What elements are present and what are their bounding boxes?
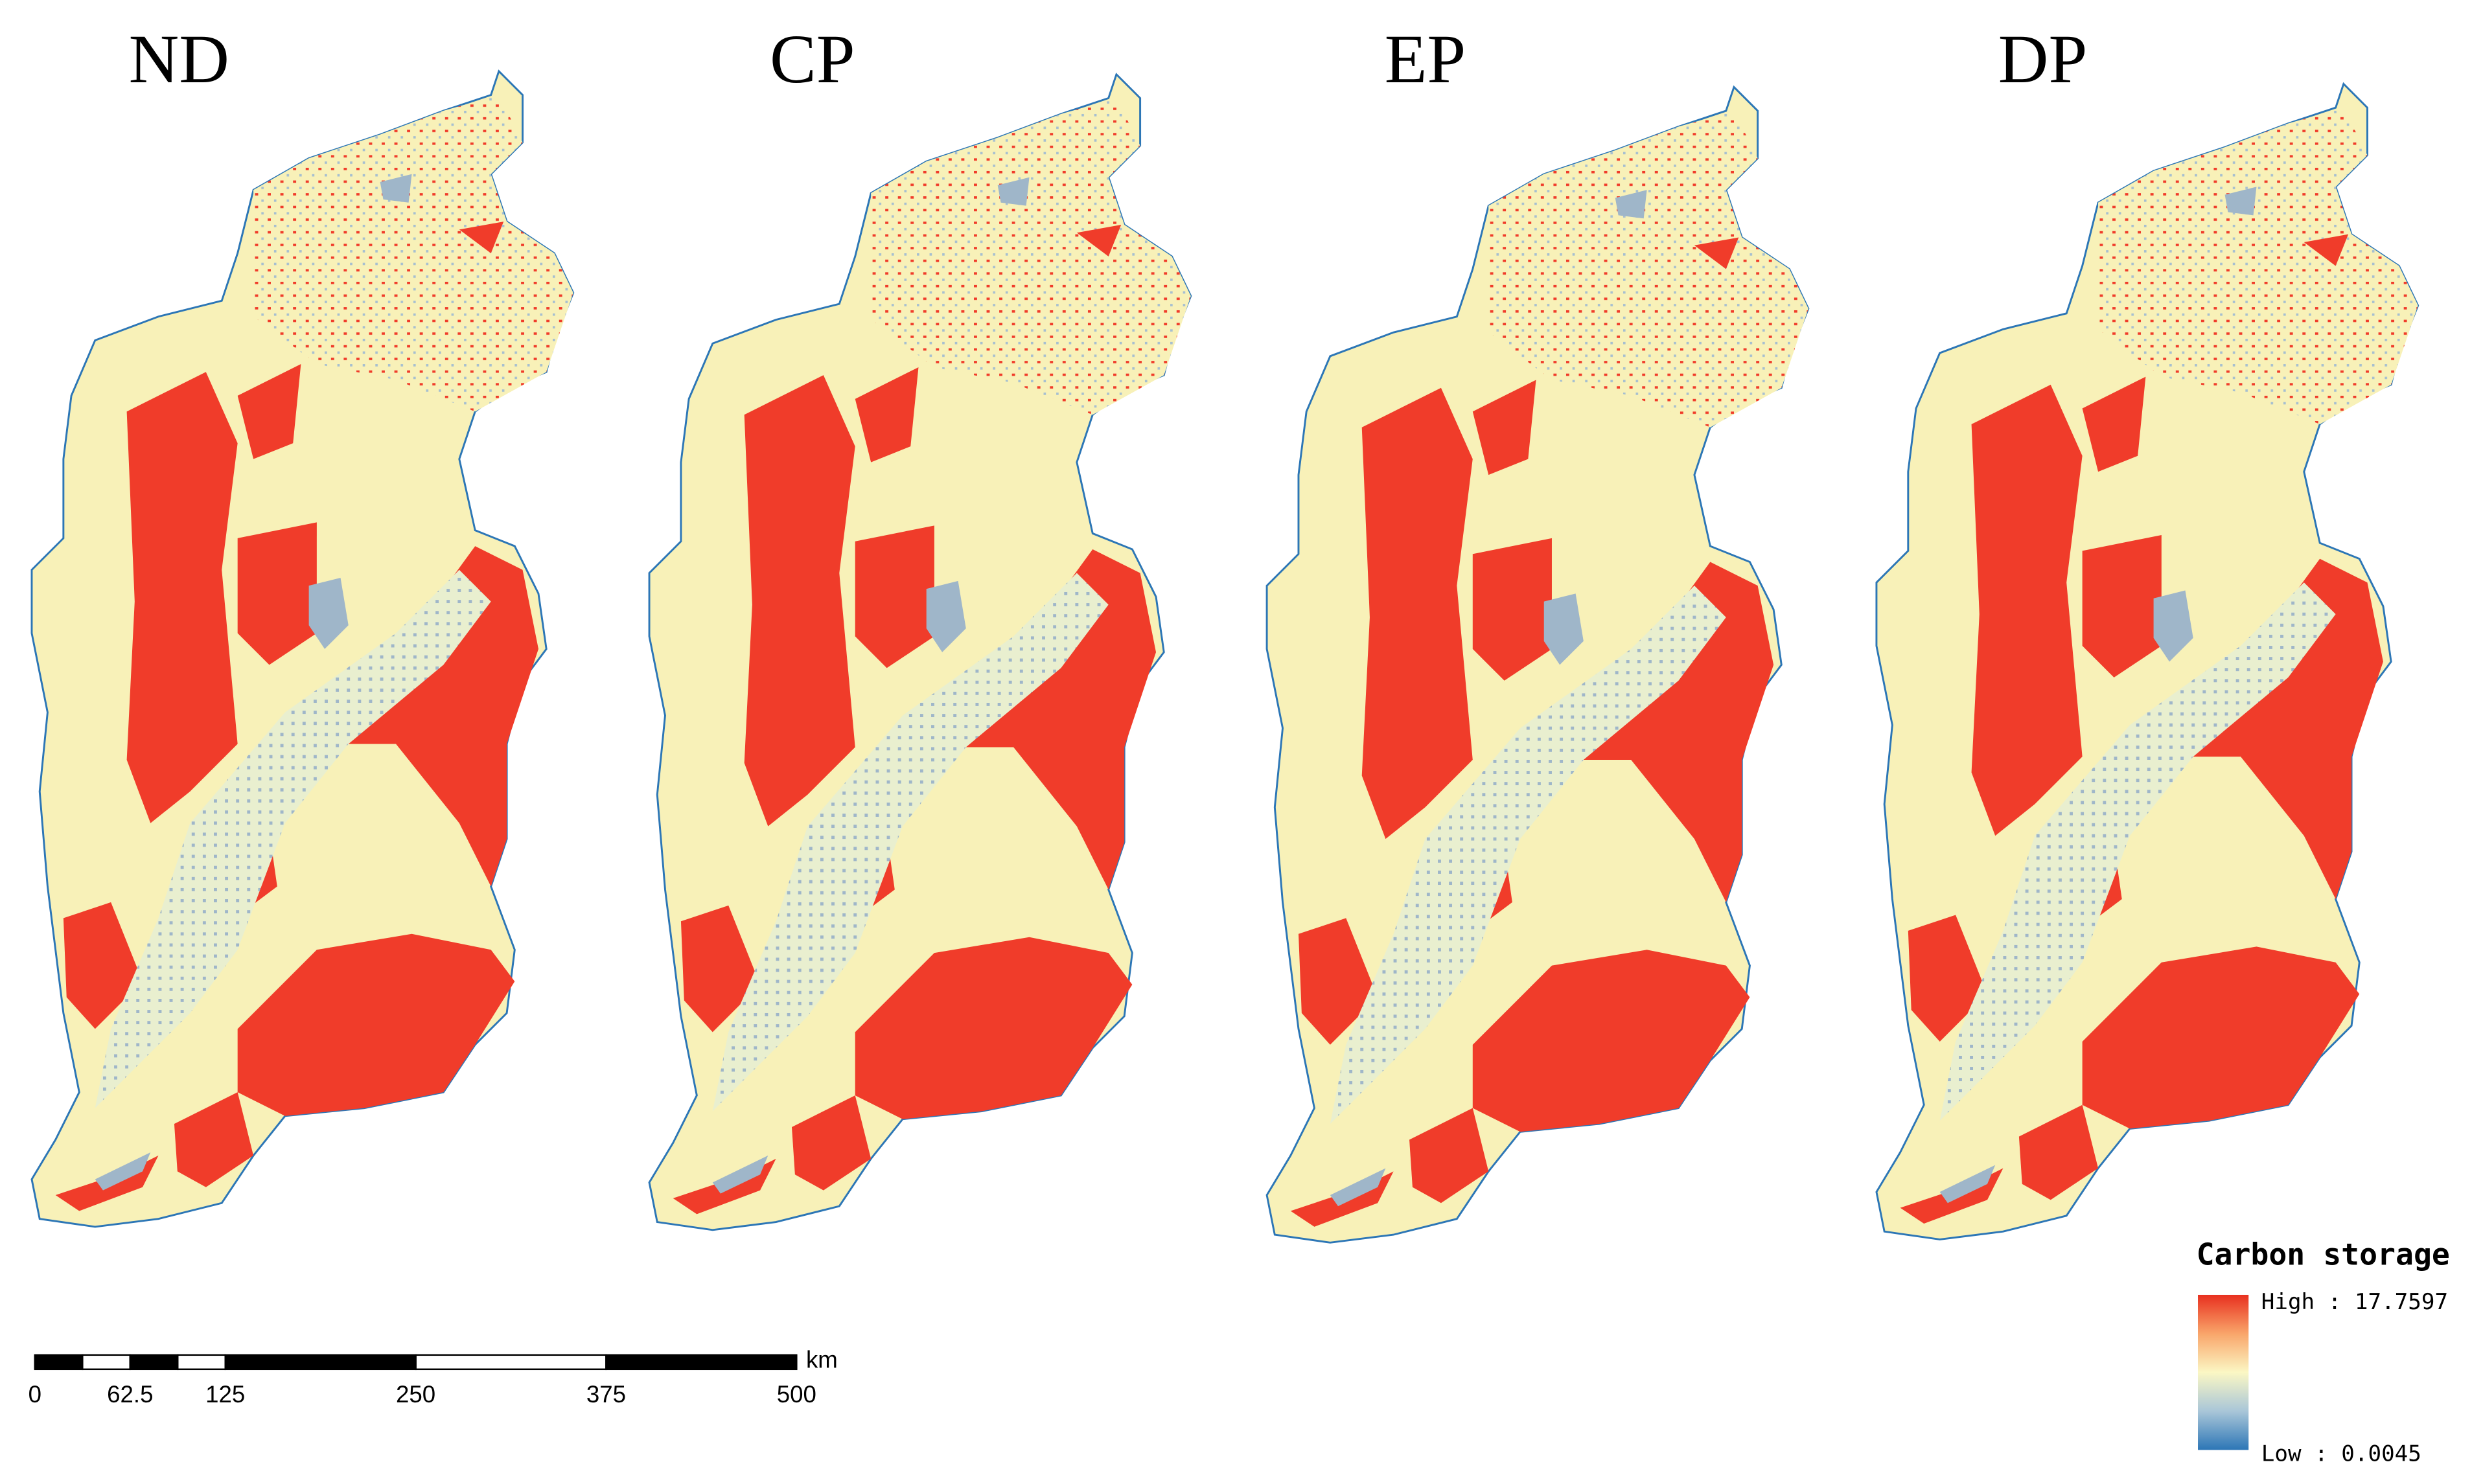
legend: Carbon storage High : 17.7597 Low : 0.00…: [2197, 1237, 2450, 1467]
scale-segment: [129, 1354, 179, 1371]
panel-title: EP: [1385, 21, 1466, 98]
scale-segment: [177, 1354, 226, 1371]
map-panel: [648, 73, 1192, 1231]
scale-segment: [415, 1354, 607, 1371]
scale-bar: km 0 62.5 125 250 375 500: [29, 1346, 838, 1408]
map-panel: [1875, 83, 2419, 1240]
map-panel: [30, 70, 575, 1228]
scale-label: 250: [396, 1381, 435, 1408]
panel-title: CP: [770, 21, 855, 98]
scale-segment: [605, 1354, 798, 1371]
scale-label: 125: [205, 1381, 245, 1408]
legend-title: Carbon storage: [2197, 1237, 2450, 1272]
scale-label: 375: [586, 1381, 626, 1408]
legend-high: High : 17.7597: [2261, 1289, 2448, 1315]
scale-label: 500: [777, 1381, 816, 1408]
scale-segment: [224, 1354, 417, 1371]
panel-title: DP: [1998, 21, 2087, 98]
scale-unit: km: [806, 1346, 838, 1373]
color-ramp: [2198, 1294, 2249, 1450]
scale-label: 0: [29, 1381, 41, 1408]
scale-label: 62.5: [107, 1381, 153, 1408]
legend-low: Low : 0.0045: [2261, 1441, 2421, 1467]
panel-title: ND: [129, 21, 229, 98]
scale-segment: [34, 1354, 84, 1371]
scale-segment: [82, 1354, 132, 1371]
map-panel: [1265, 86, 1810, 1244]
